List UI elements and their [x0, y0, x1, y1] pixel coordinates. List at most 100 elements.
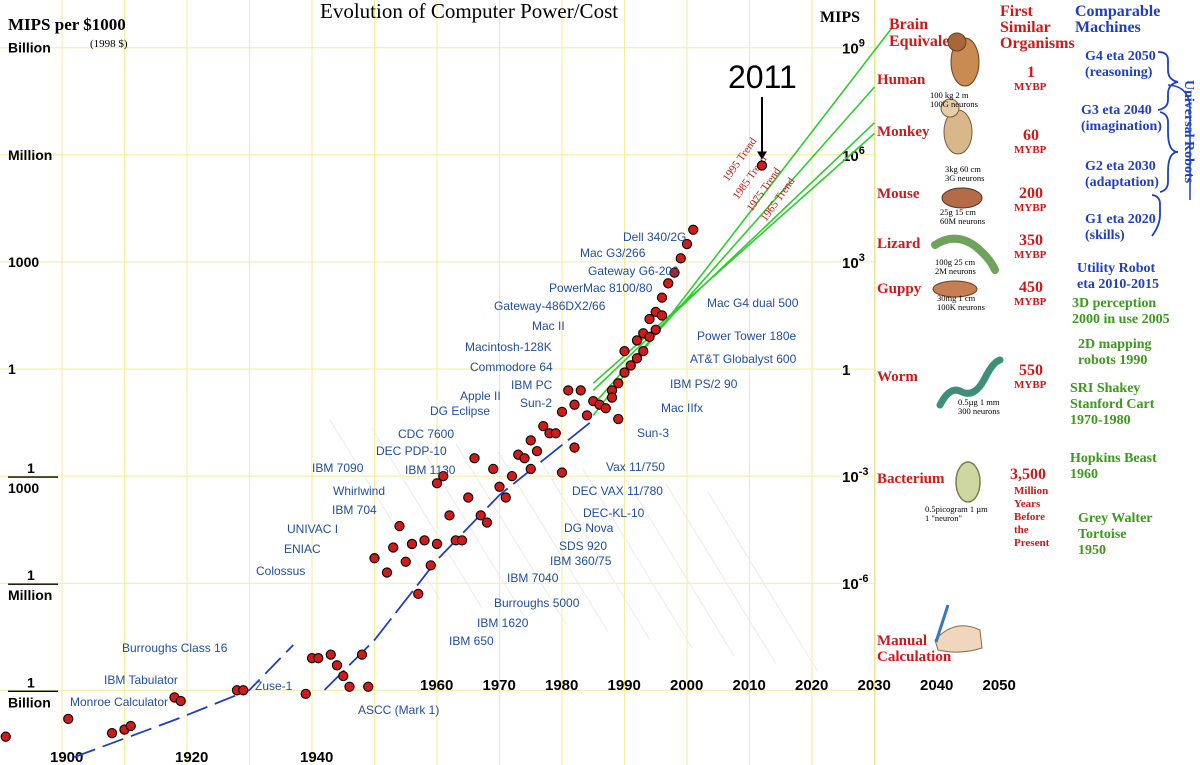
machine-label: UNIVAC I: [287, 522, 338, 536]
x-tick-label: 1970: [483, 677, 516, 694]
machine-label: Mac II: [532, 319, 565, 333]
guide-line: [539, 459, 651, 641]
pen-illustration: [934, 604, 950, 643]
machine-label: IBM 1620: [477, 616, 529, 630]
early-trend-dashed: [74, 644, 294, 758]
universal-robots-label: Universal Robots: [1181, 80, 1196, 184]
y-axis-label-note: (1998 $): [90, 38, 128, 50]
machine-label: Zuse-1: [255, 679, 293, 693]
right-tick-label: 1: [842, 362, 850, 379]
organism-value: 350: [1019, 232, 1043, 249]
organism-unit: MYBP: [1014, 379, 1047, 391]
machine-milestone-label: 3D perception 2000 in use 2005: [1072, 296, 1170, 327]
guide-line: [623, 475, 735, 657]
machine-milestone-label: SRI Shakey Stanford Cart 1970-1980: [1070, 381, 1155, 428]
machine-label: PowerMac 8100/80: [549, 281, 653, 295]
brain-label-guppy: Guppy: [877, 281, 922, 297]
hand-illustration: [934, 625, 983, 653]
data-point: [663, 278, 674, 289]
data-point: [656, 292, 668, 303]
machine-label: DEC VAX 11/780: [572, 484, 663, 498]
data-point: [369, 553, 380, 564]
data-point: [488, 463, 499, 475]
data-point: [619, 345, 630, 357]
data-point: [756, 160, 768, 171]
monkey-head: [940, 98, 960, 118]
comparable-machines-header: Comparable Machines: [1075, 3, 1160, 36]
machine-label: Mac IIfx: [661, 401, 703, 415]
data-point: [106, 727, 118, 739]
machine-label: Gateway G6-200: [588, 264, 679, 278]
annotation-arrowhead: [757, 151, 767, 160]
organism-value: 550: [1019, 362, 1043, 379]
machine-label: IBM 7040: [507, 571, 559, 585]
data-point: [538, 420, 549, 432]
data-point: [556, 467, 568, 478]
data-point: [338, 670, 349, 682]
data-point: [656, 310, 668, 321]
creature-illustrations: [931, 32, 1004, 653]
guide-line: [707, 491, 819, 673]
data-point: [356, 649, 368, 660]
left-tick-numerator: 1: [27, 460, 35, 476]
y-axis-label-left: MIPS per $1000: [8, 15, 126, 34]
data-point: [600, 403, 611, 414]
machine-label: DG Eclipse: [430, 404, 490, 418]
guide-line: [455, 443, 567, 625]
machine-label: Power Tower 180e: [697, 329, 796, 343]
universal-robot-label: G1 eta 2020 (skills): [1085, 212, 1156, 243]
data-point: [613, 378, 624, 389]
creature-caption: 25g 15 cm 60M neurons: [940, 207, 985, 226]
left-tick-numerator: 1: [27, 567, 35, 583]
data-point: [363, 681, 374, 692]
annotation-2011: 2011: [728, 59, 797, 95]
brain-equivalent-header: Brain Equivalent: [889, 16, 964, 50]
data-point: [238, 685, 249, 696]
grid: [0, 0, 876, 765]
left-tick-label: 1000: [8, 254, 39, 270]
machine-label: DEC-KL-10: [583, 506, 645, 520]
data-point: [463, 492, 474, 503]
machine-label: ASCC (Mark 1): [358, 703, 439, 717]
data-point: [550, 428, 561, 439]
organism-unit: MYBP: [1014, 81, 1047, 93]
data-point: [688, 224, 699, 235]
data-point: [575, 385, 586, 396]
organism-value: 1: [1027, 64, 1035, 81]
organism-unit: MYBP: [1014, 249, 1047, 261]
machine-label: CDC 7600: [398, 427, 454, 441]
x-tick-label: 2000: [670, 677, 703, 694]
machine-label: Vax 11/750: [606, 460, 665, 474]
left-tick-denominator: Million: [8, 587, 52, 603]
data-point: [669, 267, 680, 278]
machine-label: IBM PC: [511, 378, 553, 392]
data-point: [438, 470, 449, 482]
machine-milestone-label: Hopkins Beast 1960: [1070, 451, 1157, 482]
brain-label-worm: Worm: [877, 369, 918, 385]
x-tick-label: 1980: [545, 677, 578, 694]
creature-caption: 0.5picogram 1 µm 1 "neuron": [925, 504, 988, 523]
machine-label: IBM Tabulator: [104, 673, 178, 687]
machine-label: Sun-3: [637, 426, 669, 440]
data-point: [613, 413, 624, 425]
data-point: [175, 695, 186, 707]
trend-line: [592, 122, 876, 391]
utility-robot-label: Utility Robot eta 2010-2015: [1077, 261, 1159, 292]
data-point: [625, 360, 636, 371]
brace-g4: [1157, 51, 1179, 111]
data-point: [481, 517, 493, 528]
machine-label: Colossus: [256, 564, 305, 578]
human-head: [947, 32, 967, 52]
data-point: [650, 324, 661, 335]
data-point: [400, 556, 411, 567]
machine-label: IBM 1130: [405, 463, 456, 477]
left-tick-label: Billion: [8, 40, 51, 56]
brain-label-monkey: Monkey: [877, 124, 930, 140]
machine-label: DG Nova: [564, 521, 614, 535]
brain-label-bacterium: Bacterium: [877, 471, 945, 487]
data-point: [631, 353, 643, 364]
first-similar-organisms-header: First Similar Organisms: [1000, 3, 1075, 52]
left-tick-denominator: 1000: [8, 480, 39, 496]
creature-caption: 0.5µg 1 mm 300 neurons: [958, 397, 1000, 416]
